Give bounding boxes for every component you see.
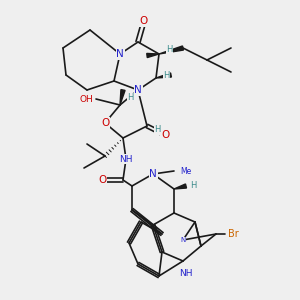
Text: H: H [167, 45, 173, 54]
Text: O: O [98, 175, 106, 185]
Text: NH: NH [119, 154, 133, 164]
Polygon shape [174, 184, 187, 189]
Text: O: O [101, 118, 109, 128]
Text: Me: Me [180, 167, 191, 176]
Text: N: N [180, 237, 186, 243]
Text: N: N [149, 169, 157, 179]
Text: N: N [116, 49, 124, 59]
Text: H: H [154, 125, 161, 134]
Polygon shape [147, 53, 159, 58]
Polygon shape [156, 73, 171, 78]
Polygon shape [159, 46, 184, 54]
Text: OH: OH [79, 94, 93, 103]
Text: O: O [161, 130, 169, 140]
Text: N: N [134, 85, 142, 95]
Text: NH: NH [179, 268, 193, 278]
Text: H: H [128, 93, 134, 102]
Text: H: H [190, 182, 197, 190]
Text: O: O [140, 16, 148, 26]
Polygon shape [120, 90, 125, 105]
Text: H: H [164, 70, 170, 80]
Text: Br: Br [228, 229, 239, 239]
